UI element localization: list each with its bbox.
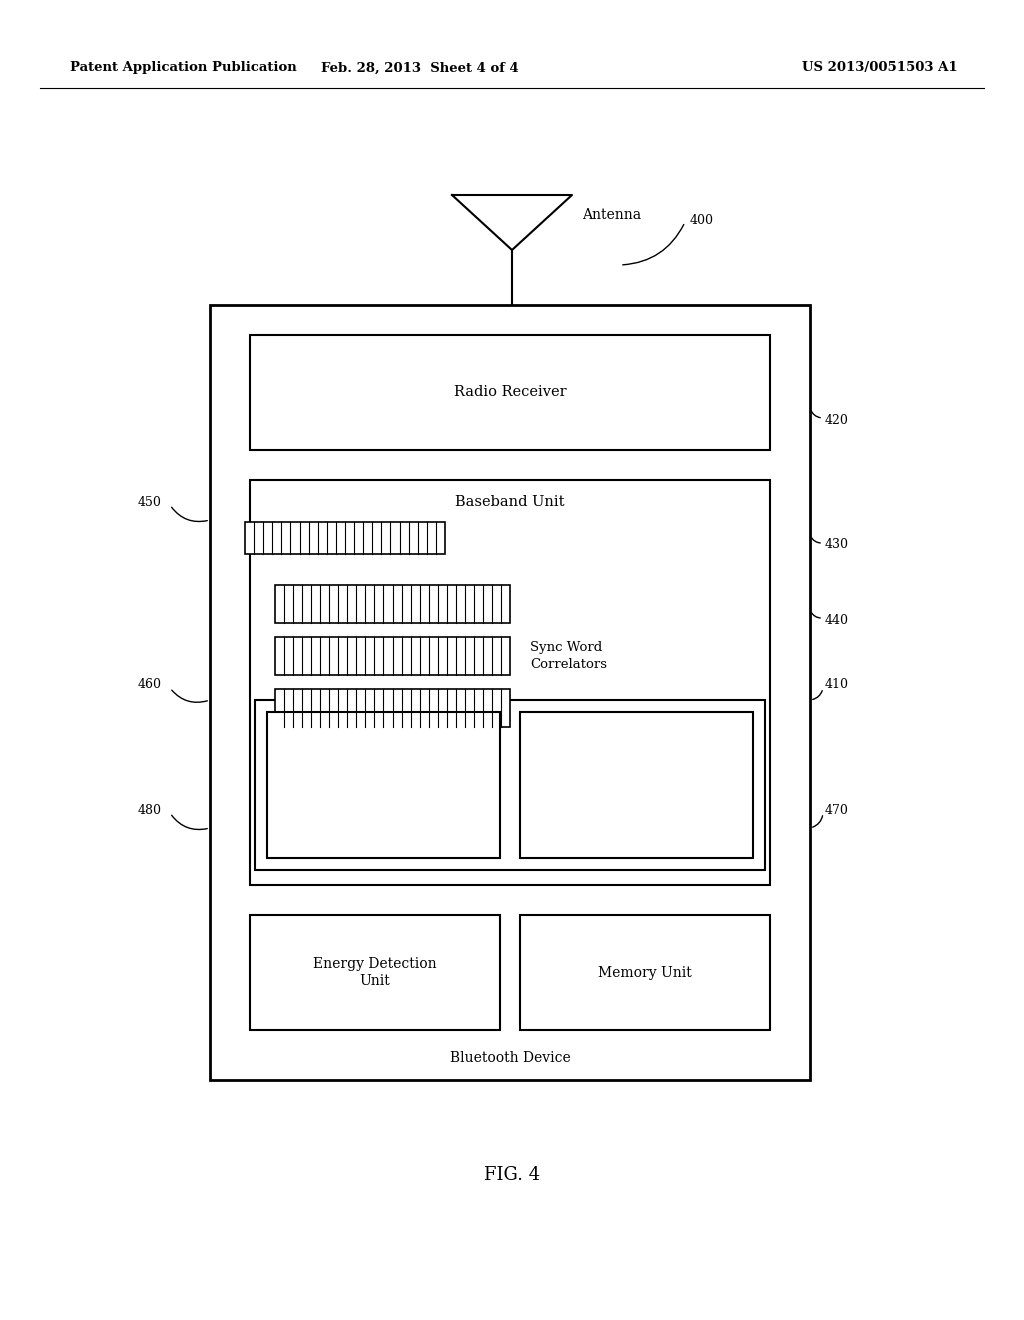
Bar [275, 638, 510, 675]
Bar [250, 480, 770, 884]
Bar [520, 711, 753, 858]
Text: 480: 480 [138, 804, 162, 817]
Text: Memory Unit: Memory Unit [598, 965, 692, 979]
Bar [267, 711, 500, 858]
Bar [250, 335, 770, 450]
Bar [245, 521, 445, 554]
Text: Feb. 28, 2013  Sheet 4 of 4: Feb. 28, 2013 Sheet 4 of 4 [322, 62, 519, 74]
Text: Energy Detection
Unit: Energy Detection Unit [313, 957, 437, 987]
Text: Patent Application Publication: Patent Application Publication [70, 62, 297, 74]
Text: 400: 400 [690, 214, 714, 227]
Bar [520, 915, 770, 1030]
Bar [250, 915, 500, 1030]
Text: 450: 450 [138, 495, 162, 508]
Text: 420: 420 [825, 413, 849, 426]
Text: Antenna: Antenna [582, 209, 641, 222]
Text: Radio Receiver: Radio Receiver [454, 385, 566, 400]
Text: 430: 430 [825, 539, 849, 552]
Text: 470: 470 [825, 804, 849, 817]
Text: 410: 410 [825, 678, 849, 692]
Bar [210, 305, 810, 1080]
Text: 460: 460 [138, 678, 162, 692]
Text: Sync Word
Correlators: Sync Word Correlators [530, 640, 607, 672]
Text: Bluetooth Device: Bluetooth Device [450, 1051, 570, 1065]
Bar [275, 689, 510, 727]
Text: FIG. 4: FIG. 4 [484, 1166, 540, 1184]
Text: US 2013/0051503 A1: US 2013/0051503 A1 [802, 62, 957, 74]
Text: Baseband Unit: Baseband Unit [456, 495, 565, 510]
Text: Comparator: Comparator [341, 777, 426, 792]
Bar [255, 700, 765, 870]
Text: Window
Generator: Window Generator [600, 770, 673, 800]
Bar [275, 585, 510, 623]
Text: 440: 440 [825, 614, 849, 627]
